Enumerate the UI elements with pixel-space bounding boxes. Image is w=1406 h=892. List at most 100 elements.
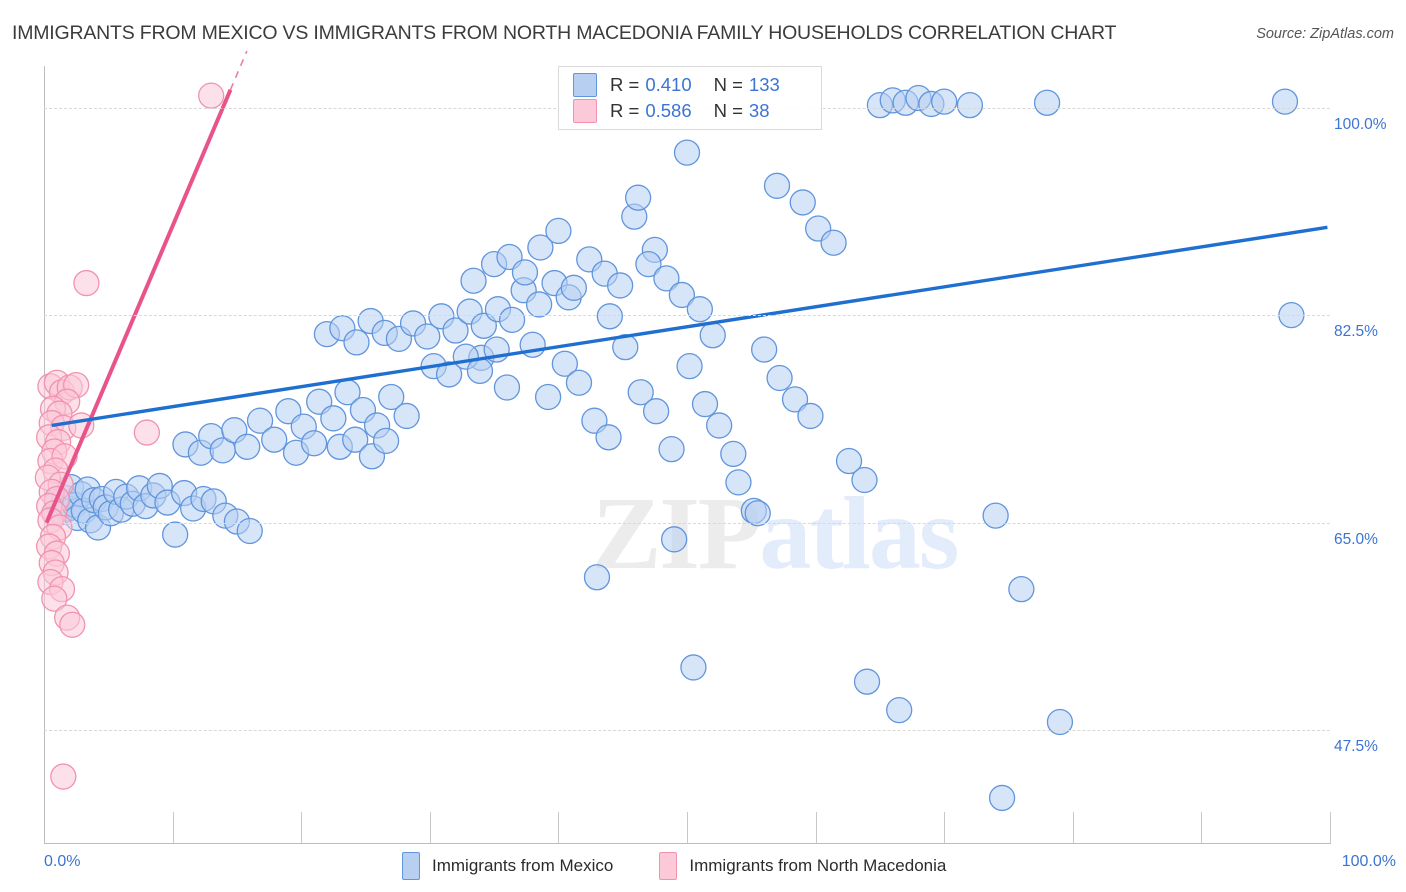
scatter-point[interactable]	[673, 139, 701, 166]
scatter-point[interactable]	[300, 430, 328, 457]
x-axis-tick	[558, 812, 560, 843]
scatter-point[interactable]	[820, 229, 847, 256]
scatter-point[interactable]	[596, 303, 623, 330]
scatter-point[interactable]	[751, 336, 778, 363]
scatter-point[interactable]	[442, 317, 469, 344]
scatter-point[interactable]	[73, 269, 100, 297]
scatter-point[interactable]	[372, 427, 400, 455]
x-axis-tick	[1201, 812, 1203, 843]
scatter-point[interactable]	[525, 291, 553, 318]
scatter-point[interactable]	[635, 250, 662, 278]
scatter-point[interactable]	[343, 329, 370, 356]
scatter-point[interactable]	[342, 426, 369, 453]
scatter-point[interactable]	[393, 402, 420, 430]
scatter-point[interactable]	[668, 281, 696, 309]
scatter-point[interactable]	[763, 172, 791, 199]
scatter-point[interactable]	[766, 364, 793, 392]
scatter-point[interactable]	[545, 217, 572, 245]
scatter-point[interactable]	[612, 333, 639, 361]
scatter-point[interactable]	[1046, 708, 1074, 736]
series-label-mexico: Immigrants from Mexico	[432, 856, 614, 875]
scatter-point[interactable]	[931, 88, 958, 115]
scatter-point[interactable]	[498, 306, 526, 334]
scatter-point[interactable]	[162, 521, 189, 548]
legend-r-label-blue: R =	[610, 74, 640, 95]
scatter-point[interactable]	[378, 383, 405, 411]
scatter-point[interactable]	[653, 265, 680, 292]
scatter-point[interactable]	[642, 398, 670, 425]
scatter-point[interactable]	[133, 419, 161, 446]
x-axis-line	[44, 843, 1331, 844]
scatter-point[interactable]	[627, 379, 654, 406]
scatter-point[interactable]	[797, 402, 824, 430]
legend-n-value-blue: 133	[748, 74, 780, 95]
scatter-point[interactable]	[320, 405, 347, 432]
scatter-point[interactable]	[851, 466, 878, 494]
x-axis-tick	[815, 812, 817, 843]
scatter-point[interactable]	[624, 184, 652, 211]
scatter-point[interactable]	[686, 296, 714, 323]
scatter-point[interactable]	[534, 383, 562, 411]
y-axis-tick-label: 82.5%	[1334, 323, 1378, 341]
scatter-point[interactable]	[246, 407, 274, 434]
scatter-point[interactable]	[493, 374, 521, 401]
x-axis-tick	[429, 812, 431, 843]
scatter-point[interactable]	[720, 440, 747, 468]
series-legend-item-mexico[interactable]: Immigrants from Mexico	[402, 852, 613, 880]
scatter-point[interactable]	[660, 526, 688, 553]
scatter-point[interactable]	[606, 272, 634, 299]
scatter-point[interactable]	[511, 259, 539, 286]
scatter-point[interactable]	[1033, 89, 1061, 116]
scatter-point[interactable]	[725, 469, 752, 496]
scatter-point[interactable]	[781, 386, 809, 413]
legend-r-value-pink: 0.586	[645, 100, 692, 121]
correlation-legend: R = 0.410 N = 133 R = 0.586 N = 38	[558, 66, 822, 130]
scatter-point[interactable]	[982, 502, 1009, 529]
x-axis-tick	[1330, 812, 1331, 843]
scatter-point[interactable]	[789, 189, 816, 216]
scatter-point[interactable]	[658, 436, 685, 463]
scatter-point[interactable]	[699, 322, 726, 349]
series-label-macedonia: Immigrants from North Macedonia	[689, 856, 947, 875]
scatter-point[interactable]	[565, 369, 593, 396]
series-legend: Immigrants from Mexico Immigrants from N…	[402, 852, 992, 880]
x-axis-tick	[944, 812, 946, 843]
x-axis-min-label: 0.0%	[44, 853, 81, 870]
scatter-point[interactable]	[956, 91, 984, 119]
scatter-point[interactable]	[706, 412, 733, 439]
scatter-point[interactable]	[236, 517, 263, 545]
y-axis-tick-label: 100.0%	[1334, 115, 1387, 133]
scatter-point[interactable]	[50, 763, 77, 790]
scatter-point[interactable]	[886, 696, 913, 724]
scatter-point[interactable]	[853, 668, 881, 695]
scatter-point[interactable]	[466, 357, 494, 385]
legend-swatch-blue	[573, 73, 597, 97]
gridline	[44, 730, 1330, 732]
scatter-point[interactable]	[41, 585, 68, 612]
scatter-point[interactable]	[691, 390, 719, 418]
scatter-point[interactable]	[680, 654, 707, 681]
x-axis-tick	[301, 812, 303, 843]
scatter-point[interactable]	[988, 784, 1016, 812]
scatter-point[interactable]	[1271, 88, 1299, 115]
series-legend-item-macedonia[interactable]: Immigrants from North Macedonia	[659, 852, 946, 880]
scatter-point[interactable]	[1008, 575, 1035, 603]
x-axis-max-label: 100.0%	[1341, 853, 1396, 870]
scatter-point[interactable]	[460, 267, 487, 294]
scatter-point[interactable]	[583, 564, 611, 591]
trend-line	[51, 225, 1328, 428]
scatter-point[interactable]	[435, 361, 463, 388]
scatter-point[interactable]	[414, 323, 441, 350]
scatter-point[interactable]	[676, 352, 703, 380]
scatter-point[interactable]	[595, 424, 622, 451]
scatter-point[interactable]	[198, 82, 225, 109]
scatter-point[interactable]	[551, 350, 578, 377]
scatter-point[interactable]	[744, 500, 771, 527]
scatter-point[interactable]	[527, 234, 554, 261]
scatter-point[interactable]	[59, 611, 86, 638]
scatter-point[interactable]	[835, 447, 863, 475]
scatter-point[interactable]	[560, 274, 587, 301]
legend-row-mexico: R = 0.410 N = 133	[573, 72, 780, 98]
scatter-point[interactable]	[261, 426, 288, 453]
scatter-point[interactable]	[234, 433, 261, 460]
